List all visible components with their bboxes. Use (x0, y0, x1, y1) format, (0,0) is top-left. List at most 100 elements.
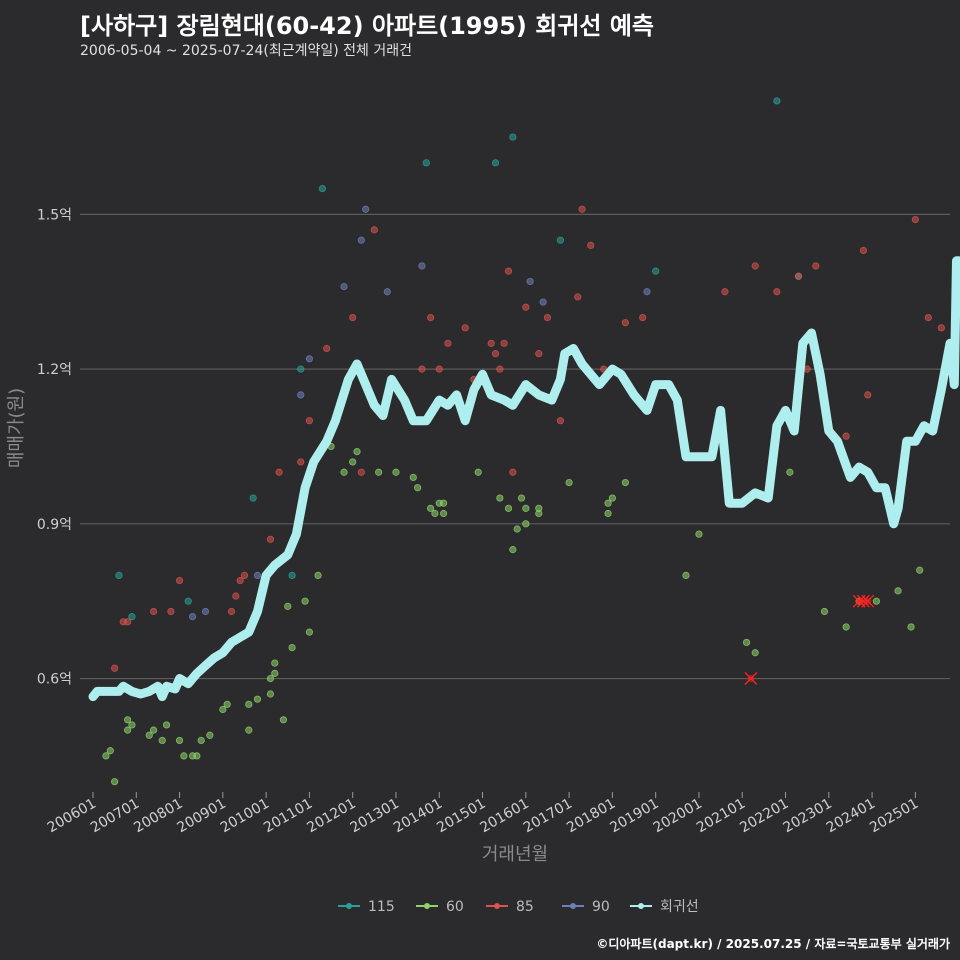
x-tick-label: 202401 (824, 796, 878, 837)
point-60 (223, 700, 231, 708)
point-60 (439, 509, 448, 518)
x-tick-label: 201301 (348, 796, 402, 837)
point-60 (426, 504, 435, 512)
legend-label: 85 (516, 899, 534, 915)
point-90 (418, 262, 426, 270)
point-85 (305, 417, 314, 425)
x-tick-label: 201201 (304, 796, 358, 837)
point-60 (535, 509, 543, 518)
point-115 (128, 613, 136, 621)
point-60 (314, 571, 322, 580)
y-tick-label: 0.6억 (37, 672, 72, 688)
x-tick-label: 201001 (218, 796, 272, 837)
point-60 (149, 726, 158, 734)
point-60 (305, 628, 314, 636)
point-60 (245, 700, 253, 708)
legend-swatch-dot (346, 903, 352, 909)
point-60 (751, 649, 759, 657)
point-90 (362, 205, 370, 213)
point-60 (288, 643, 296, 652)
point-85 (578, 205, 586, 213)
grid-lines (80, 213, 950, 680)
point-60 (916, 566, 924, 574)
legend-label: 90 (592, 899, 610, 915)
point-85 (751, 262, 759, 270)
point-85 (297, 458, 305, 466)
point-85 (621, 319, 629, 327)
point-60 (145, 731, 153, 739)
point-60 (842, 623, 850, 631)
point-85 (275, 468, 283, 476)
point-115 (509, 133, 517, 141)
point-60 (206, 731, 214, 739)
y-axis-ticks: 0.6억 0.9억 1.2억 1.5억 (37, 207, 72, 687)
point-85 (522, 303, 530, 311)
point-85 (509, 468, 517, 476)
point-60 (496, 494, 504, 502)
point-85 (167, 607, 175, 616)
point-60 (124, 726, 132, 734)
point-115 (249, 494, 257, 502)
point-60 (894, 587, 902, 595)
point-60 (102, 752, 110, 760)
point-90 (539, 298, 547, 306)
point-60 (284, 602, 292, 610)
point-60 (193, 752, 201, 760)
y-axis-label: 매매가(원) (6, 388, 27, 468)
x-tick-label: 200601 (45, 796, 99, 837)
legend-swatch-dot (424, 903, 430, 909)
point-60 (621, 478, 629, 487)
point-90 (305, 355, 314, 363)
point-85 (444, 339, 452, 347)
point-85 (266, 535, 275, 543)
x-tick-label: 202201 (737, 796, 791, 837)
x-tick-label: 200901 (175, 796, 229, 837)
point-60 (522, 520, 530, 528)
scatter-points (102, 97, 945, 786)
point-115 (297, 365, 305, 373)
point-60 (474, 468, 482, 476)
point-60 (375, 468, 383, 476)
x-tick-label: 201101 (261, 796, 315, 837)
x-tick-label: 202501 (867, 796, 921, 837)
point-60 (565, 478, 573, 487)
point-60 (392, 468, 400, 476)
point-115 (288, 571, 296, 580)
legend-label: 60 (446, 899, 464, 915)
y-tick-label: 1.2억 (37, 362, 72, 378)
point-60 (414, 484, 422, 492)
chart-subtitle: 2006-05-04 ~ 2025-07-24(최근계약일) 전체 거래건 (80, 43, 412, 59)
point-115 (422, 159, 430, 167)
x-tick-label: 201401 (391, 796, 445, 837)
point-60 (504, 504, 513, 512)
point-85 (175, 576, 184, 585)
x-tick-label: 201901 (607, 796, 661, 837)
point-60 (128, 721, 136, 729)
point-60 (340, 468, 348, 476)
x-tick-label: 201801 (564, 796, 618, 837)
point-85 (543, 313, 552, 322)
point-60 (349, 458, 357, 466)
cancelled-markers (744, 594, 875, 686)
point-60 (439, 499, 448, 507)
point-60 (820, 607, 829, 616)
point-85 (556, 417, 565, 425)
x-tick-label: 201601 (478, 796, 532, 837)
point-60 (180, 752, 188, 760)
y-tick-label: 0.9억 (37, 517, 72, 533)
point-60 (513, 525, 521, 533)
cancel-x-mark (744, 672, 758, 686)
point-60 (124, 716, 132, 724)
point-60 (266, 690, 275, 698)
point-60 (409, 473, 417, 482)
point-85 (240, 571, 249, 580)
point-115 (773, 97, 781, 105)
point-115 (652, 267, 660, 275)
point-85 (323, 344, 331, 353)
cancel-x-mark (856, 594, 870, 608)
point-90 (383, 288, 391, 296)
point-115 (115, 571, 123, 580)
point-90 (188, 613, 197, 621)
x-tick-label: 201701 (521, 796, 575, 837)
point-85 (535, 350, 543, 358)
